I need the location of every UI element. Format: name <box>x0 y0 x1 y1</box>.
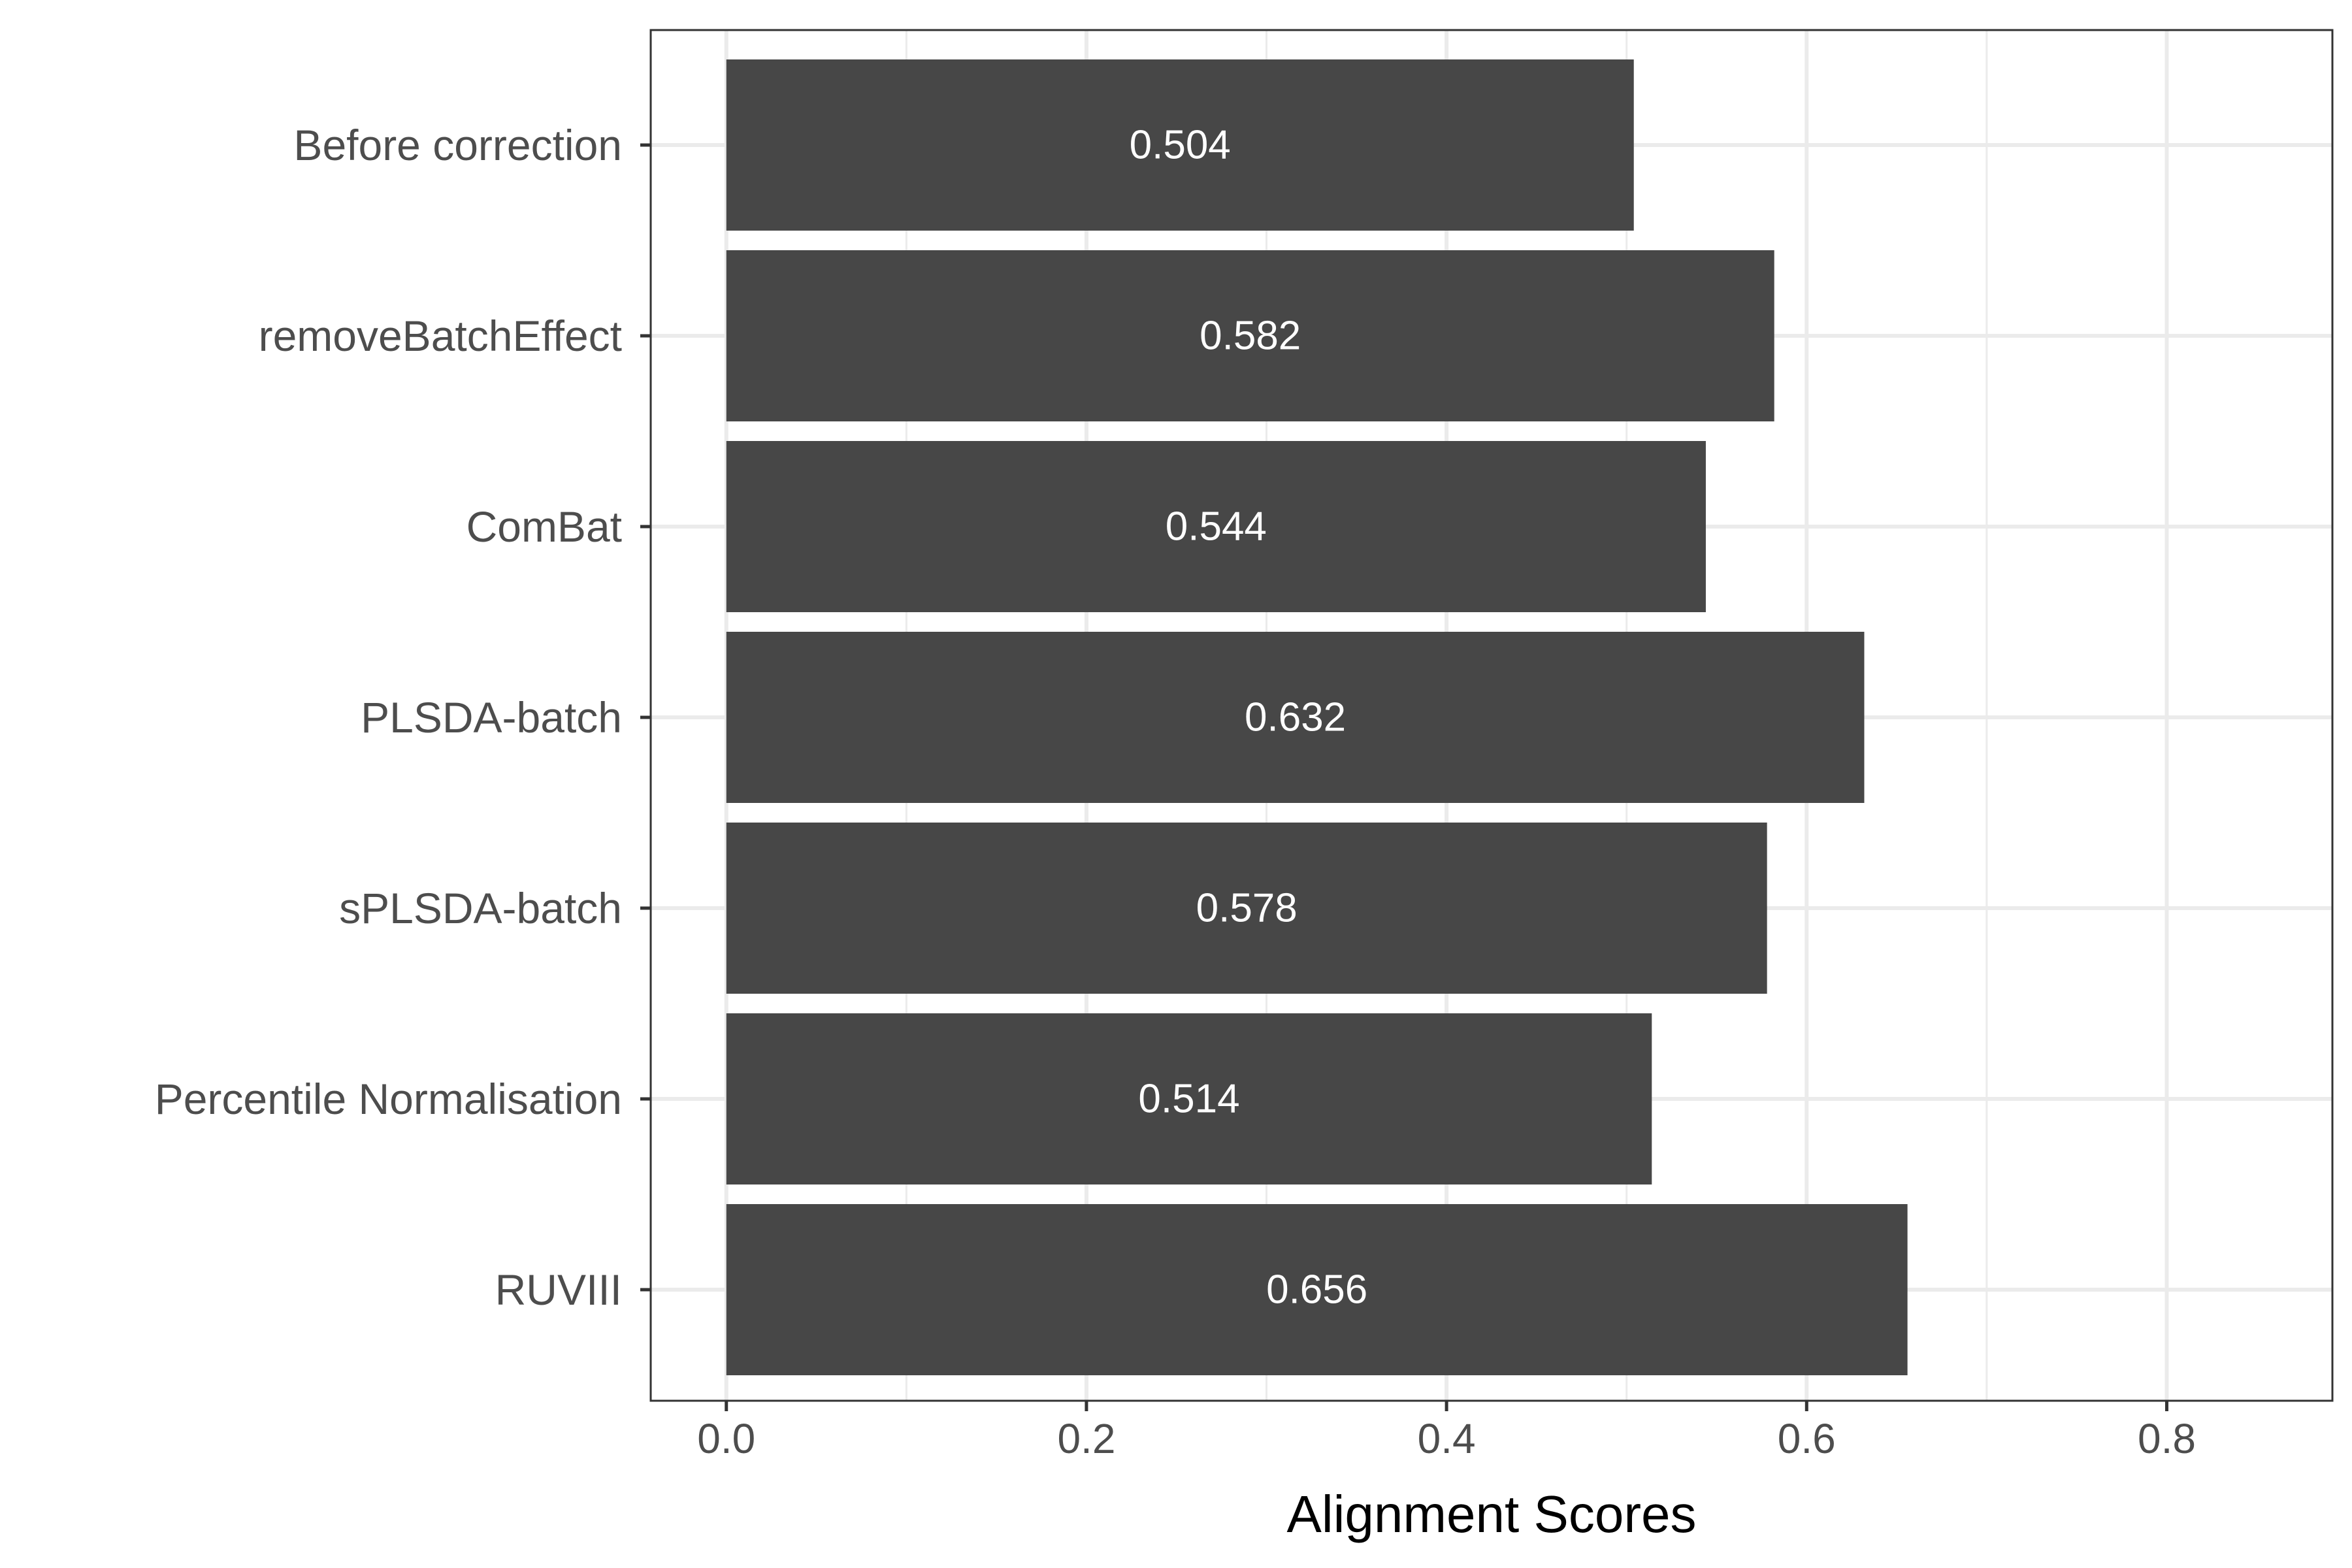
bar-2 <box>726 441 1706 612</box>
x-tick-label-2: 0.4 <box>1418 1415 1476 1462</box>
bar-value-label-6: 0.656 <box>1266 1267 1367 1313</box>
x-tick-label-4: 0.8 <box>2138 1415 2196 1462</box>
category-label-3: PLSDA-batch <box>361 693 622 742</box>
category-label-4: sPLSDA-batch <box>339 884 622 932</box>
x-axis-title: Alignment Scores <box>1287 1485 1697 1543</box>
category-label-6: RUVIII <box>495 1266 622 1314</box>
bar-value-label-3: 0.632 <box>1245 695 1346 740</box>
bars-layer <box>726 59 1908 1375</box>
category-label-5: Percentile Normalisation <box>155 1075 622 1123</box>
bar-6 <box>726 1204 1908 1375</box>
x-tick-label-3: 0.6 <box>1778 1415 1836 1462</box>
axis-layer: 0.0 0.2 0.4 0.6 0.8 Before correction removeBa… <box>155 121 2196 1462</box>
bar-3 <box>726 632 1865 803</box>
x-tick-label-0: 0.0 <box>697 1415 755 1462</box>
bar-labels-layer: 0.504 0.582 0.544 0.632 0.578 0.514 0.656 <box>1130 123 1368 1313</box>
bar-4 <box>726 823 1767 994</box>
bar-value-label-4: 0.578 <box>1196 886 1298 931</box>
bar-value-label-1: 0.582 <box>1200 314 1301 359</box>
category-label-0: Before correction <box>293 121 622 169</box>
category-label-1: removeBatchEffect <box>259 312 622 360</box>
bar-value-label-5: 0.514 <box>1138 1077 1239 1122</box>
bar-value-label-0: 0.504 <box>1130 123 1231 168</box>
category-label-2: ComBat <box>466 502 622 551</box>
bar-5 <box>726 1013 1652 1184</box>
panel-border <box>649 29 2334 1402</box>
bar-1 <box>726 250 1774 421</box>
x-tick-label-1: 0.2 <box>1057 1415 1115 1462</box>
bar-value-label-2: 0.544 <box>1166 504 1267 549</box>
bar-0 <box>726 59 1634 231</box>
